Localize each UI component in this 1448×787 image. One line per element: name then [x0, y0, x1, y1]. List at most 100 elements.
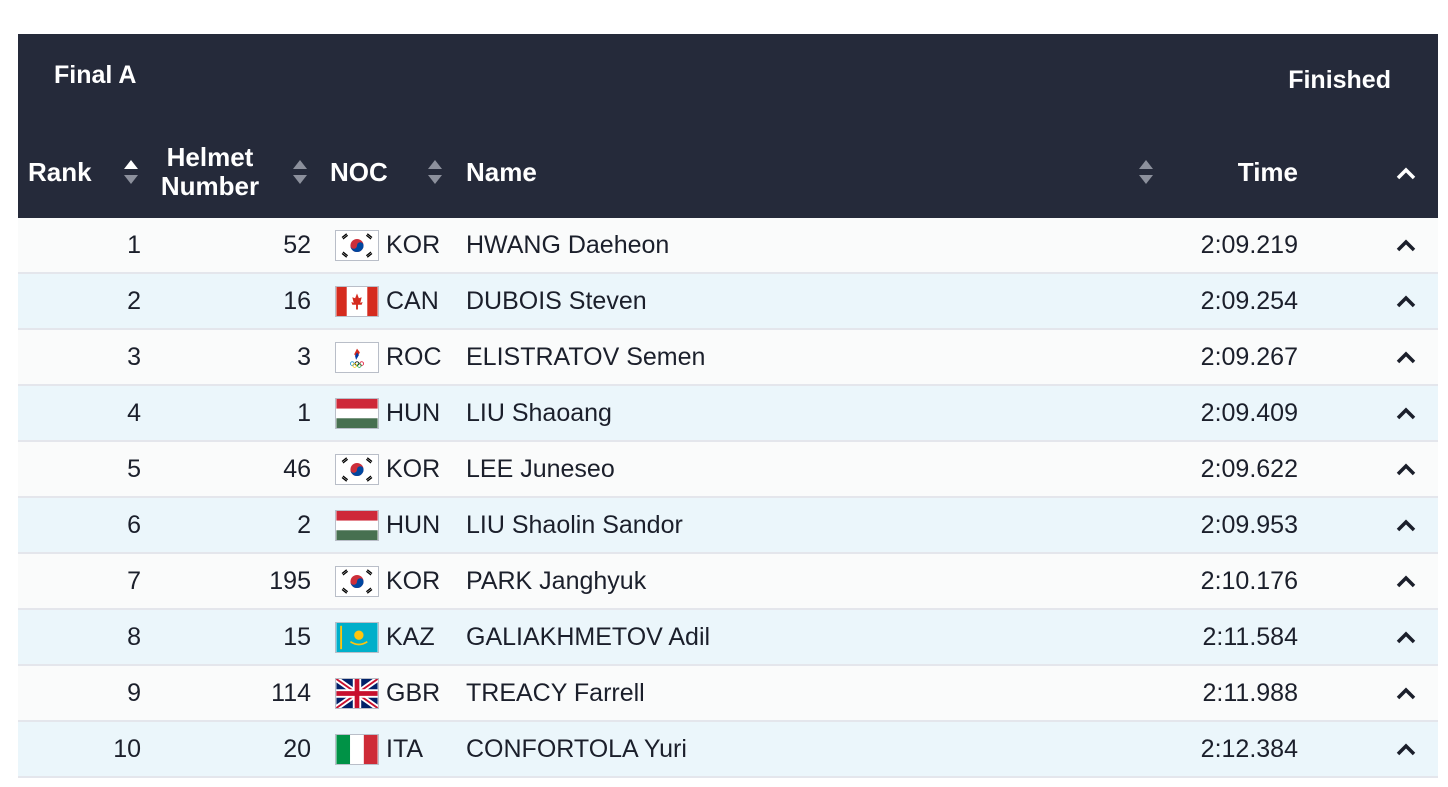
kor-flag-icon [335, 229, 379, 261]
table-row[interactable]: 3 3 ROC ELISTRATOV Semen 2:09.267 [18, 330, 1438, 386]
helmet-number-cell: 46 [283, 454, 311, 483]
expand-chevron-icon[interactable] [1396, 742, 1416, 756]
athlete-name-cell[interactable]: LIU Shaolin Sandor [466, 510, 683, 539]
helmet-column-header[interactable]: Helmet Number [158, 142, 262, 202]
noc-cell: KOR [386, 566, 441, 595]
time-cell: 2:09.409 [1200, 398, 1298, 427]
kor-flag-icon [335, 453, 379, 485]
noc-cell: HUN [386, 398, 441, 427]
helmet-number-cell: 20 [283, 734, 311, 763]
collapse-all-chevron-icon[interactable] [1396, 166, 1416, 180]
table-row[interactable]: 4 1 HUN LIU Shaoang 2:09.409 [18, 386, 1438, 442]
table-row[interactable]: 5 46 KOR LEE Juneseo 2:09.622 [18, 442, 1438, 498]
time-cell: 2:12.384 [1200, 734, 1298, 763]
sort-active-icon[interactable] [123, 158, 139, 186]
sort-icon[interactable] [1138, 158, 1154, 186]
athlete-name-cell[interactable]: LIU Shaoang [466, 398, 612, 427]
hun-flag-icon [335, 397, 379, 429]
helmet-number-cell: 1 [297, 398, 311, 427]
athlete-name-cell[interactable]: GALIAKHMETOV Adil [466, 622, 711, 651]
athlete-name-cell[interactable]: DUBOIS Steven [466, 286, 647, 315]
noc-cell: ITA [386, 734, 424, 763]
expand-chevron-icon[interactable] [1396, 630, 1416, 644]
table-header: Final A Finished Rank Helmet Number NOC … [18, 34, 1438, 218]
rank-cell: 1 [127, 230, 141, 259]
time-cell: 2:09.219 [1200, 230, 1298, 259]
rank-cell: 3 [127, 342, 141, 371]
time-cell: 2:11.988 [1202, 678, 1298, 707]
name-column-header[interactable]: Name [466, 142, 537, 202]
rank-header-label: Rank [28, 156, 92, 187]
time-cell: 2:09.953 [1200, 510, 1298, 539]
table-body: 1 52 KOR HWANG Daeheon 2:09.219 2 16 CAN… [18, 218, 1438, 778]
rank-cell: 7 [127, 566, 141, 595]
noc-cell: HUN [386, 510, 441, 539]
table-row[interactable]: 9 114 GBR TREACY Farrell 2:11.988 [18, 666, 1438, 722]
helmet-header-label-2: Number [160, 171, 260, 201]
helmet-number-cell: 16 [283, 286, 311, 315]
kor-flag-icon [335, 565, 379, 597]
helmet-number-cell: 2 [297, 510, 311, 539]
noc-cell: KOR [386, 454, 441, 483]
results-table: Final A Finished Rank Helmet Number NOC … [18, 34, 1438, 778]
expand-chevron-icon[interactable] [1396, 294, 1416, 308]
rank-cell: 4 [127, 398, 141, 427]
expand-chevron-icon[interactable] [1396, 574, 1416, 588]
noc-header-label: NOC [330, 156, 388, 187]
name-header-label: Name [466, 156, 537, 187]
table-row[interactable]: 8 15 KAZ GALIAKHMETOV Adil 2:11.584 [18, 610, 1438, 666]
expand-chevron-icon[interactable] [1396, 406, 1416, 420]
table-row[interactable]: 7 195 KOR PARK Janghyuk 2:10.176 [18, 554, 1438, 610]
noc-cell: KOR [386, 230, 441, 259]
helmet-number-cell: 195 [269, 566, 311, 595]
hun-flag-icon [335, 509, 379, 541]
rank-cell: 10 [113, 734, 141, 763]
table-row[interactable]: 10 20 ITA CONFORTOLA Yuri 2:12.384 [18, 722, 1438, 778]
athlete-name-cell[interactable]: HWANG Daeheon [466, 230, 670, 259]
race-status: Finished [1288, 66, 1391, 94]
sort-icon[interactable] [292, 158, 308, 186]
time-cell: 2:09.267 [1200, 342, 1298, 371]
expand-chevron-icon[interactable] [1396, 686, 1416, 700]
rank-column-header[interactable]: Rank [28, 142, 92, 202]
helmet-header-label-1: Helmet [166, 142, 254, 172]
can-flag-icon [335, 285, 379, 317]
expand-chevron-icon[interactable] [1396, 462, 1416, 476]
rank-cell: 2 [127, 286, 141, 315]
expand-chevron-icon[interactable] [1396, 238, 1416, 252]
table-row[interactable]: 1 52 KOR HWANG Daeheon 2:09.219 [18, 218, 1438, 274]
table-row[interactable]: 2 16 CAN DUBOIS Steven 2:09.254 [18, 274, 1438, 330]
helmet-number-cell: 52 [283, 230, 311, 259]
time-cell: 2:09.254 [1200, 286, 1298, 315]
athlete-name-cell[interactable]: LEE Juneseo [466, 454, 615, 483]
sort-icon[interactable] [427, 158, 443, 186]
noc-cell: GBR [386, 678, 441, 707]
time-header-label: Time [1237, 156, 1298, 187]
rank-cell: 9 [127, 678, 141, 707]
athlete-name-cell[interactable]: PARK Janghyuk [466, 566, 647, 595]
noc-column-header[interactable]: NOC [330, 142, 388, 202]
race-title: Final A [54, 61, 137, 89]
helmet-number-cell: 15 [283, 622, 311, 651]
athlete-name-cell[interactable]: CONFORTOLA Yuri [466, 734, 687, 763]
time-column-header[interactable]: Time [1238, 142, 1298, 202]
noc-cell: CAN [386, 286, 439, 315]
expand-chevron-icon[interactable] [1396, 350, 1416, 364]
rank-cell: 5 [127, 454, 141, 483]
noc-cell: ROC [386, 342, 442, 371]
expand-chevron-icon[interactable] [1396, 518, 1416, 532]
athlete-name-cell[interactable]: ELISTRATOV Semen [466, 342, 706, 371]
noc-cell: KAZ [386, 622, 435, 651]
gbr-flag-icon [335, 677, 379, 709]
ita-flag-icon [335, 733, 379, 765]
time-cell: 2:11.584 [1202, 622, 1298, 651]
athlete-name-cell[interactable]: TREACY Farrell [466, 678, 645, 707]
kaz-flag-icon [335, 621, 379, 653]
time-cell: 2:09.622 [1200, 454, 1298, 483]
table-row[interactable]: 6 2 HUN LIU Shaolin Sandor 2:09.953 [18, 498, 1438, 554]
rank-cell: 6 [127, 510, 141, 539]
roc-flag-icon [335, 341, 379, 373]
time-cell: 2:10.176 [1200, 566, 1298, 595]
rank-cell: 8 [127, 622, 141, 651]
helmet-number-cell: 114 [271, 678, 311, 707]
